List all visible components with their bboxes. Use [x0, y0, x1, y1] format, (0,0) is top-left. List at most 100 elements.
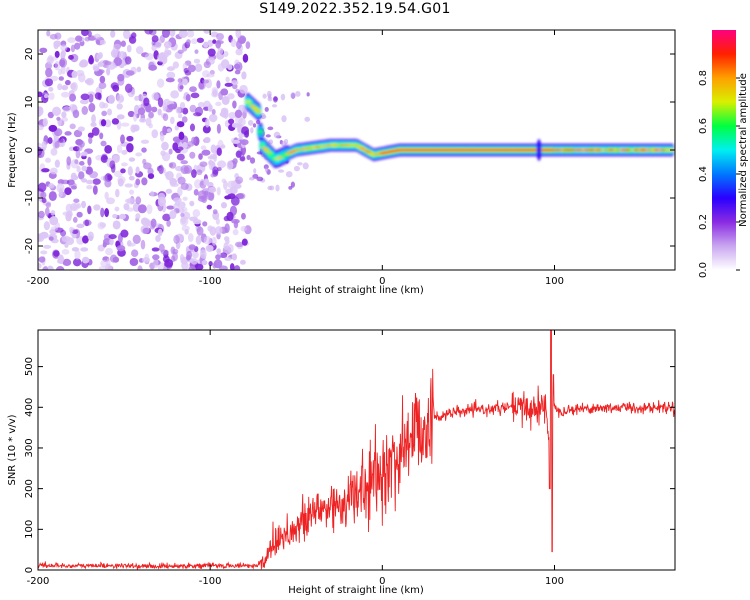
- spectrogram-noise-blob: [109, 254, 118, 263]
- spectrogram-noise-blob: [100, 207, 105, 218]
- spectrogram-transition-blob: [246, 154, 251, 161]
- spectrogram-noise-blob: [216, 80, 221, 89]
- spectrogram-noise-blob: [60, 44, 68, 52]
- spectrogram-noise-blob: [75, 35, 83, 42]
- spectrogram-signal-cell: [255, 110, 262, 113]
- spectrogram-noise-blob: [196, 226, 204, 236]
- spectrogram-noise-blob: [169, 210, 177, 220]
- spectrogram-noise-blob: [205, 244, 214, 252]
- spectrogram-noise-blob: [203, 30, 211, 34]
- spectrogram-noise-blob: [228, 118, 235, 125]
- spectrogram-noise-blob: [48, 124, 58, 132]
- spectrogram-noise-blob: [145, 117, 152, 127]
- colorbar-ticks: 0.0 0.2 0.4 0.6 0.8: [698, 70, 740, 278]
- spectrogram-noise-blob: [173, 197, 182, 203]
- spectrogram-noise-blob: [195, 235, 202, 245]
- spectrogram-noise-blob: [136, 66, 142, 73]
- spectrogram-noise-blob: [41, 140, 47, 150]
- spectrogram-noise-blob: [142, 227, 150, 234]
- spectrogram-signal-cell: [251, 106, 258, 109]
- spectrogram-noise-blob: [148, 111, 154, 119]
- spectrogram-noise-blob: [150, 218, 157, 228]
- spectrogram-noise-blob: [240, 139, 249, 146]
- spectrogram-transition-blob: [250, 127, 254, 134]
- spectrogram-noise-blob: [105, 247, 113, 256]
- spectrogram-noise-blob: [98, 265, 108, 270]
- spectrogram-noise-blob: [128, 175, 135, 181]
- spectrogram-y-tick-label: 0: [24, 147, 35, 153]
- spectrogram-signal-band: [244, 92, 675, 169]
- spectrogram-noise-blob: [69, 123, 76, 130]
- spectrogram-noise-blob: [140, 239, 146, 250]
- snr-x-tick-label: -200: [27, 576, 50, 587]
- spectrogram-noise-blob: [176, 121, 185, 128]
- spectrogram-noise-blob: [93, 65, 100, 72]
- spectrogram-noise-blob: [76, 223, 85, 229]
- spectrogram-signal-cell: [265, 151, 272, 154]
- spectrogram-transition-blob: [267, 96, 273, 102]
- spectrogram-noise-blob: [86, 185, 93, 190]
- spectrogram-noise-blob: [134, 95, 140, 101]
- spectrogram-x-axis-label: Height of straight line (km): [288, 285, 424, 296]
- spectrogram-noise-blob: [162, 102, 167, 112]
- spectrogram-noise-blob: [49, 215, 59, 226]
- spectrogram-noise-blob: [61, 235, 71, 243]
- spectrogram-noise-blob: [99, 132, 104, 140]
- spectrogram-noise-blob: [166, 71, 176, 79]
- colorbar-tick-label: 0.8: [698, 70, 709, 86]
- spectrogram-noise-blob: [130, 124, 137, 133]
- spectrogram-noise-blob: [50, 209, 56, 216]
- spectrogram-noise-blob: [124, 183, 133, 188]
- spectrogram-noise-blob: [46, 265, 54, 270]
- spectrogram-noise-blob: [201, 149, 211, 156]
- spectrogram-noise-blob: [81, 151, 88, 156]
- spectrogram-noise-blob: [243, 130, 249, 138]
- spectrogram-noise-blob: [197, 101, 205, 108]
- spectrogram-noise-blob: [203, 41, 209, 48]
- spectrogram-noise-blob: [87, 132, 94, 139]
- spectrogram-noise-blob: [163, 41, 172, 49]
- spectrogram-noise-blob: [235, 176, 244, 184]
- spectrogram-noise-blob: [106, 108, 113, 116]
- spectrogram-noise-blob: [142, 158, 147, 165]
- spectrogram-noise-blob: [100, 119, 107, 127]
- spectrogram-noise-blob: [191, 169, 197, 178]
- colorbar: 0.0 0.2 0.4 0.6 0.8 Normalized spectral ampl…: [698, 30, 749, 278]
- spectrogram-noise-blob: [77, 126, 85, 132]
- spectrogram-noise-blob: [235, 150, 242, 158]
- spectrogram-transition-blob: [262, 93, 267, 99]
- spectrogram-noise-blob: [102, 241, 107, 248]
- spectrogram-noise-blob: [165, 188, 173, 194]
- spectrogram-noise-blob: [229, 263, 235, 270]
- spectrogram-noise-blob: [170, 116, 175, 125]
- spectrogram-noise-blob: [116, 93, 124, 104]
- spectrogram-noise-blob: [112, 84, 120, 92]
- spectrogram-noise-blob: [64, 187, 72, 196]
- colorbar-tick-label: 0.6: [698, 118, 709, 134]
- spectrogram-noise-blob: [44, 78, 53, 87]
- spectrogram-noise-blob: [104, 145, 113, 154]
- spectrogram-noise-blob: [128, 242, 136, 247]
- spectrogram-noise-blob: [42, 118, 48, 127]
- spectrogram-noise-blob: [38, 182, 47, 193]
- spectrogram-noise-blob: [120, 168, 126, 174]
- spectrogram-noise-blob: [158, 164, 164, 175]
- spectrogram-noise-blob: [110, 49, 118, 58]
- spectrogram-noise-blob: [97, 244, 105, 252]
- spectrogram-noise-blob: [151, 92, 159, 101]
- spectrogram-noise-blob: [151, 129, 159, 139]
- spectrogram-noise-blob: [92, 185, 98, 195]
- spectrogram-noise-blob: [204, 118, 210, 128]
- spectrogram-noise-blob: [192, 209, 201, 218]
- spectrogram-noise-blob: [230, 38, 237, 48]
- spectrogram-noise-blob: [126, 143, 134, 153]
- spectrogram-noise-blob: [157, 228, 163, 237]
- snr-y-tick-label: 100: [24, 520, 35, 539]
- spectrogram-noise-blob: [74, 250, 81, 260]
- spectrogram-noise-blob: [112, 154, 120, 163]
- spectrogram-noise-blob: [216, 147, 222, 156]
- spectrogram-noise-blob: [208, 113, 218, 123]
- spectrogram-noise-blob: [231, 253, 238, 261]
- spectrogram-noise-blob: [213, 152, 218, 162]
- spectrogram-noise-blob: [143, 97, 150, 107]
